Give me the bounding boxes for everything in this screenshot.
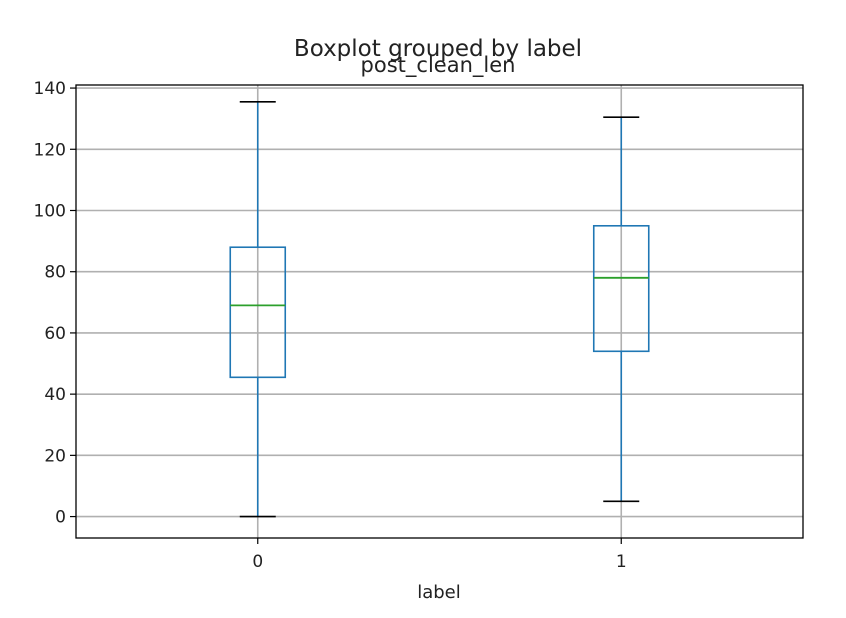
y-tick-label: 0 — [55, 508, 66, 528]
chart-title: post_clean_len — [361, 53, 516, 78]
axis-ticks: 0 20 40 60 80 100 120 140 0 1 — [34, 79, 627, 572]
grid-lines — [76, 85, 803, 538]
x-axis-label: label — [417, 582, 461, 603]
y-tick-label: 80 — [44, 263, 66, 283]
chart-suptitle: Boxplot grouped by label — [294, 36, 582, 62]
iqr-box — [229, 246, 287, 379]
axes-frame — [75, 84, 804, 539]
y-tick-label: 60 — [44, 324, 66, 344]
box-group-1 — [592, 116, 650, 503]
y-tick-label: 140 — [34, 79, 66, 99]
x-tick-label: 1 — [616, 552, 627, 572]
y-tick-label: 120 — [34, 140, 66, 160]
iqr-box — [592, 224, 650, 353]
y-tick-label: 100 — [34, 201, 66, 221]
y-tick-label: 20 — [44, 446, 66, 466]
box-series — [229, 101, 650, 518]
y-tick-label: 40 — [44, 385, 66, 405]
box-group-0 — [229, 101, 287, 518]
x-tick-label: 0 — [252, 552, 263, 572]
